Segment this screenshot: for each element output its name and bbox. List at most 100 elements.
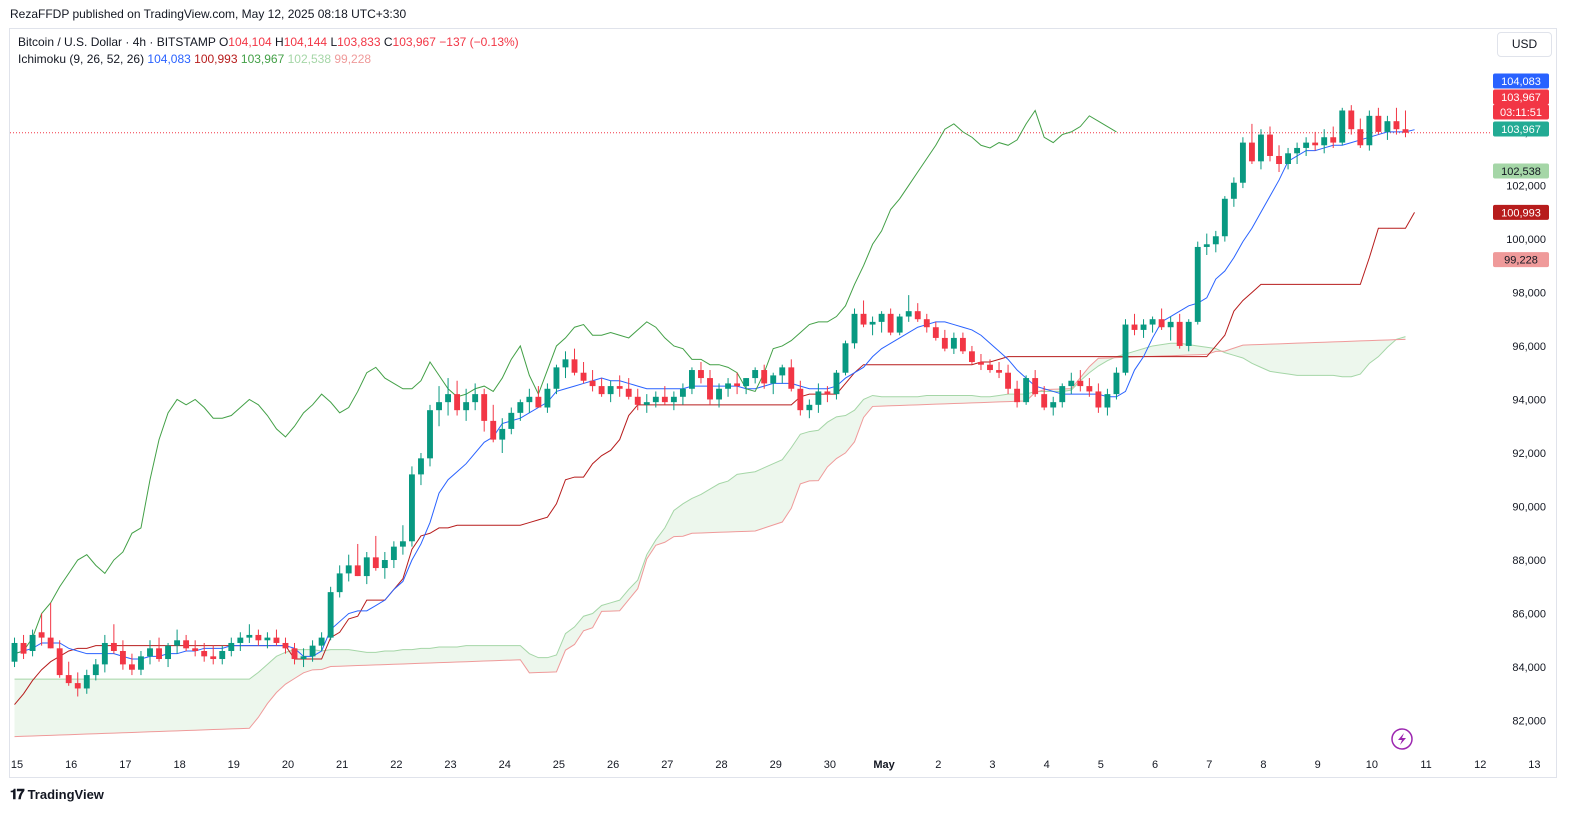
price-tag-text: 103,967 bbox=[1501, 124, 1541, 136]
candle bbox=[851, 308, 858, 349]
price-tick-label: 96,000 bbox=[1512, 341, 1546, 353]
candle-body bbox=[201, 650, 208, 657]
candle bbox=[156, 637, 162, 662]
candle-body bbox=[174, 640, 181, 646]
candle bbox=[1339, 107, 1346, 146]
candle bbox=[797, 380, 804, 416]
candle bbox=[1203, 233, 1210, 255]
candle bbox=[291, 642, 298, 665]
candle-body bbox=[1321, 137, 1328, 146]
currency-button[interactable]: USD bbox=[1497, 32, 1552, 57]
candle bbox=[689, 367, 695, 395]
candle-body bbox=[1086, 386, 1093, 392]
candle bbox=[1068, 372, 1075, 395]
candle-body bbox=[363, 557, 370, 577]
candle bbox=[436, 386, 442, 427]
candle bbox=[381, 551, 388, 579]
candle bbox=[119, 640, 126, 670]
candle bbox=[996, 362, 1002, 379]
candle bbox=[1149, 316, 1156, 333]
candle-body bbox=[553, 367, 560, 389]
candle bbox=[418, 452, 424, 486]
candle-body bbox=[959, 337, 966, 352]
legend-tenkan-value: 104,083 bbox=[147, 52, 191, 66]
time-tick-label: 29 bbox=[770, 759, 782, 771]
candle-body bbox=[996, 370, 1002, 373]
candle-body bbox=[74, 683, 81, 689]
candle-body bbox=[734, 383, 741, 387]
time-tick-label: 24 bbox=[499, 759, 511, 771]
candle bbox=[1086, 378, 1093, 397]
candle-body bbox=[878, 313, 885, 322]
candle-body bbox=[1041, 394, 1048, 408]
price-tag-bg bbox=[1493, 163, 1549, 179]
time-tick-label: 7 bbox=[1206, 759, 1212, 771]
candle bbox=[743, 378, 750, 395]
price-tick-label: 94,000 bbox=[1512, 394, 1546, 406]
candle-body bbox=[255, 634, 262, 641]
candle-body bbox=[625, 388, 632, 397]
time-tick-label: 18 bbox=[173, 759, 185, 771]
candle bbox=[526, 388, 533, 413]
candle-body bbox=[83, 675, 90, 689]
candle-body bbox=[318, 637, 325, 646]
legend-indicator-row[interactable]: Ichimoku (9, 26, 52, 26) 104,083 100,993… bbox=[18, 51, 519, 68]
candle bbox=[1077, 370, 1084, 392]
candle bbox=[1185, 319, 1192, 352]
price-tick-label: 88,000 bbox=[1512, 555, 1546, 567]
candle bbox=[1375, 107, 1382, 135]
price-tag-bg bbox=[1493, 252, 1549, 268]
candle-body bbox=[427, 410, 433, 459]
time-tick-label: 3 bbox=[989, 759, 995, 771]
candle-body bbox=[499, 428, 506, 440]
candle bbox=[83, 669, 90, 694]
price-tick-label: 82,000 bbox=[1512, 716, 1546, 728]
candle-body bbox=[1312, 142, 1319, 146]
candle-body bbox=[896, 316, 903, 333]
candle bbox=[707, 370, 713, 405]
candle bbox=[508, 407, 515, 435]
candle bbox=[634, 388, 641, 411]
candle bbox=[517, 399, 524, 421]
candle bbox=[1167, 316, 1174, 341]
candle bbox=[1122, 319, 1129, 376]
candle-body bbox=[56, 648, 63, 676]
candle bbox=[1294, 142, 1301, 165]
footer-brand[interactable]: 𝟏𝟕 TradingView bbox=[10, 786, 104, 803]
candle bbox=[716, 383, 722, 408]
candle-body bbox=[481, 394, 488, 421]
candle-body bbox=[987, 364, 993, 371]
time-tick-label: 19 bbox=[228, 759, 240, 771]
candle bbox=[1276, 145, 1282, 173]
candle bbox=[914, 303, 921, 322]
candle bbox=[138, 650, 144, 676]
candle-body bbox=[887, 313, 894, 333]
candle-body bbox=[1339, 110, 1346, 143]
candle-body bbox=[661, 396, 668, 403]
candle-body bbox=[29, 634, 36, 651]
candle bbox=[1384, 115, 1391, 140]
chart-frame[interactable] bbox=[9, 28, 1557, 778]
price-tag-bg bbox=[1493, 104, 1549, 120]
price-tag: 100,993 bbox=[1493, 204, 1549, 220]
candle-body bbox=[517, 402, 524, 413]
candle bbox=[598, 378, 605, 397]
candle-body bbox=[707, 378, 713, 400]
time-tick-label: 12 bbox=[1474, 759, 1486, 771]
candle-body bbox=[508, 412, 515, 429]
candle-body bbox=[1104, 394, 1111, 408]
candle bbox=[860, 300, 867, 328]
candle bbox=[101, 634, 108, 673]
candle-body bbox=[1185, 321, 1192, 346]
candle-body bbox=[101, 642, 108, 665]
candle-body bbox=[490, 420, 497, 440]
candle-body bbox=[1122, 324, 1129, 373]
candle bbox=[833, 370, 840, 400]
candle bbox=[1285, 147, 1291, 170]
candle bbox=[74, 672, 81, 697]
candle-body bbox=[1276, 155, 1282, 165]
candle-body bbox=[969, 351, 975, 363]
legend-low: 103,833 bbox=[337, 35, 381, 49]
candle-body bbox=[1285, 153, 1291, 165]
